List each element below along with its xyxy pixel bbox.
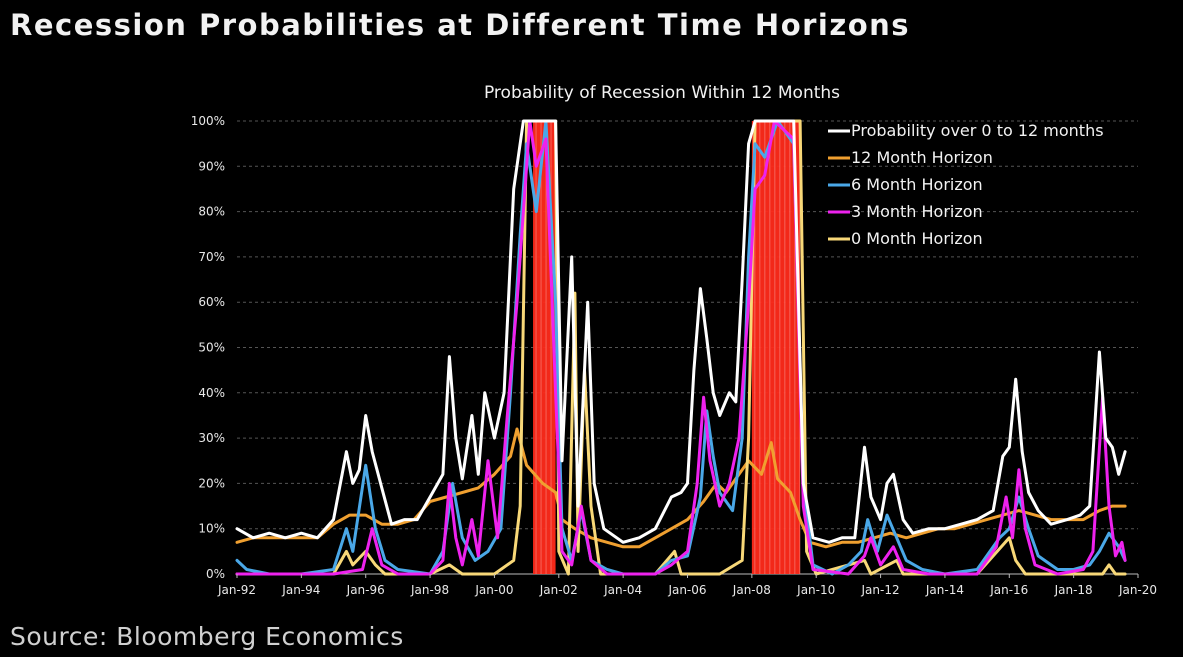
y-tick-label: 70% <box>198 250 225 264</box>
x-tick-label: Jan-18 <box>1054 583 1093 597</box>
x-axis: Jan-92 Jan-94 Jan-96 Jan-98 Jan-00 Jan-02 Jan-… <box>217 574 1157 597</box>
x-tick-label: Jan-08 <box>732 583 771 597</box>
legend-label-4: 0 Month Horizon <box>851 229 983 248</box>
x-tick-label: Jan-16 <box>989 583 1028 597</box>
series-line-3 <box>235 119 1127 576</box>
chart-title: Probability of Recession Within 12 Month… <box>484 83 840 103</box>
series-lines <box>235 119 1127 576</box>
legend-label-3: 3 Month Horizon <box>851 202 983 221</box>
x-tick-label: Jan-96 <box>346 583 385 597</box>
y-axis: 0% 10% 20% 30% 40% 50% 60% 70% 80% 90% 100% <box>191 114 225 581</box>
source-note: Source: Bloomberg Economics <box>10 622 404 651</box>
y-tick-label: 50% <box>198 341 225 355</box>
x-tick-label: Jan-12 <box>861 583 900 597</box>
legend-label-1: 12 Month Horizon <box>851 148 993 167</box>
x-tick-label: Jan-00 <box>474 583 513 597</box>
y-tick-label: 90% <box>198 159 225 173</box>
x-tick-label: Jan-92 <box>217 583 256 597</box>
y-tick-label: 60% <box>198 295 225 309</box>
y-tick-label: 0% <box>206 567 225 581</box>
legend: Probability over 0 to 12 months 12 Month … <box>828 121 1104 248</box>
x-tick-label: Jan-02 <box>539 583 578 597</box>
y-tick-label: 80% <box>198 205 225 219</box>
x-tick-label: Jan-20 <box>1118 583 1157 597</box>
recession-band-1 <box>751 121 801 574</box>
y-tick-label: 40% <box>198 386 225 400</box>
series-line-2 <box>235 119 1127 576</box>
x-tick-label: Jan-04 <box>603 583 642 597</box>
series-line-0 <box>235 119 1127 544</box>
y-tick-label: 100% <box>191 114 225 128</box>
series-line-1 <box>235 427 1127 549</box>
page-title: Recession Probabilities at Different Tim… <box>10 8 911 42</box>
legend-label-2: 6 Month Horizon <box>851 175 983 194</box>
x-tick-label: Jan-94 <box>281 583 320 597</box>
legend-label-0: Probability over 0 to 12 months <box>851 121 1104 140</box>
y-tick-label: 30% <box>198 431 225 445</box>
x-tick-label: Jan-98 <box>410 583 449 597</box>
y-tick-label: 20% <box>198 476 225 490</box>
x-tick-label: Jan-14 <box>925 583 964 597</box>
chart: Probability of Recession Within 12 Month… <box>191 83 1157 597</box>
x-tick-label: Jan-06 <box>667 583 706 597</box>
y-tick-label: 10% <box>198 522 225 536</box>
x-tick-label: Jan-10 <box>796 583 835 597</box>
